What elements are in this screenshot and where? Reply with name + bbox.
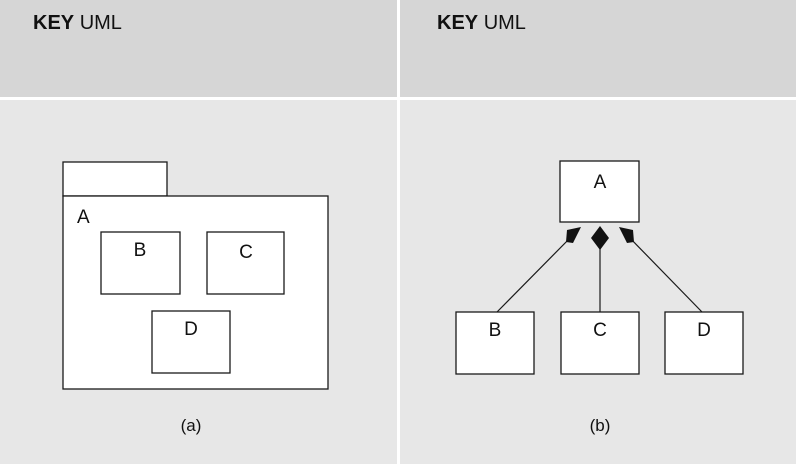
package-member-c-label: C: [239, 242, 253, 263]
right-key-rest: UML: [483, 12, 526, 34]
class-d-label: D: [697, 320, 711, 341]
composition-diagram: A B C D (b): [455, 160, 744, 435]
composition-diamond-c-icon: [591, 226, 609, 250]
class-b-label: B: [489, 320, 502, 341]
package-member-b: [100, 231, 181, 295]
right-key-label: KEY UML: [437, 12, 526, 35]
composition-diamond-d-icon: [619, 227, 634, 243]
left-header: [0, 0, 397, 97]
class-a: [559, 160, 640, 223]
caption-a: (a): [181, 416, 202, 435]
left-key-rest: UML: [79, 12, 122, 34]
class-c-label: C: [593, 320, 607, 341]
left-key-bold: KEY: [33, 12, 75, 34]
composition-line-b: [496, 234, 574, 313]
class-b: [455, 311, 535, 375]
class-c: [560, 311, 640, 375]
package-diagram: A B C D (a): [62, 161, 329, 435]
left-key-label: KEY UML: [33, 12, 122, 35]
class-d: [664, 311, 744, 375]
right-key-bold: KEY: [437, 12, 479, 34]
package-a-label: A: [77, 207, 90, 228]
package-member-b-label: B: [134, 240, 147, 261]
class-a-label: A: [594, 172, 607, 193]
package-member-c: [206, 231, 285, 295]
package-tab: [62, 161, 168, 197]
composition-line-d: [626, 234, 703, 313]
package-member-d: [151, 310, 231, 374]
right-header: [400, 0, 796, 97]
composition-diamond-b-icon: [566, 227, 581, 243]
package-member-d-label: D: [184, 319, 198, 340]
caption-b: (b): [590, 416, 611, 435]
